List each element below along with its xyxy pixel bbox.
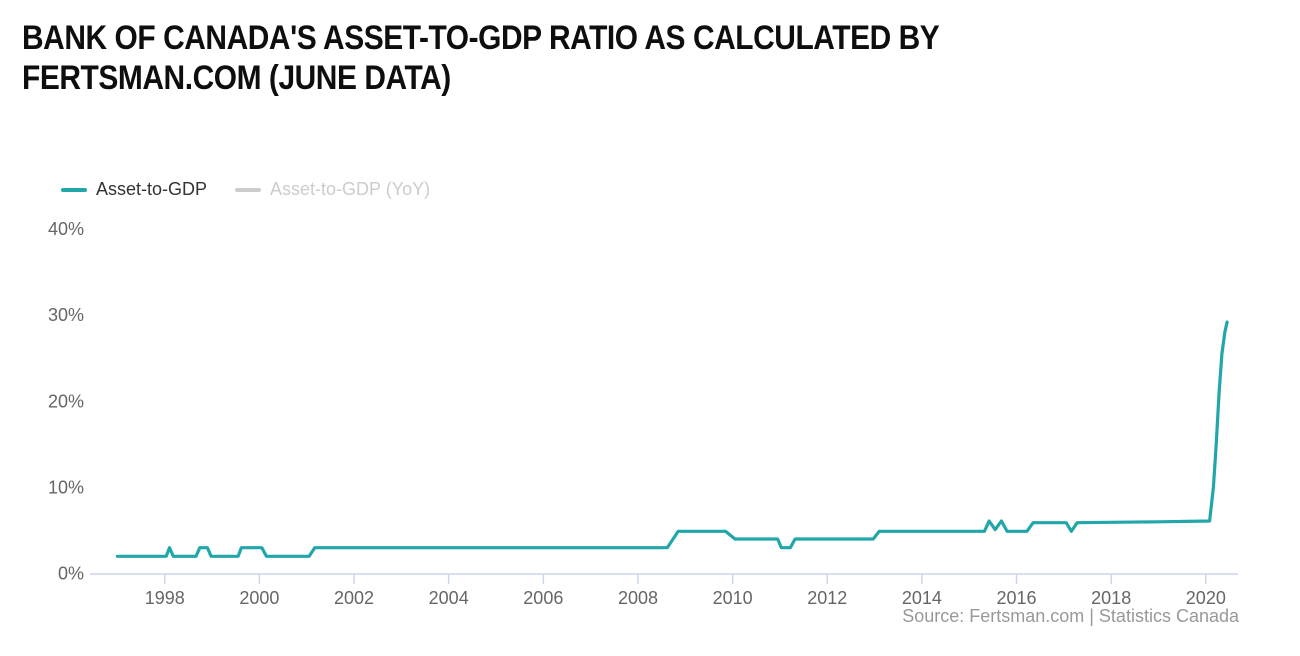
legend: Asset-to-GDP Asset-to-GDP (YoY) <box>61 179 430 200</box>
x-tick-label: 2000 <box>239 588 279 608</box>
y-tick-label: 20% <box>48 391 84 411</box>
y-tick-label: 40% <box>48 219 84 239</box>
x-tick-label: 2002 <box>334 588 374 608</box>
legend-label-asset-to-gdp: Asset-to-GDP <box>96 179 208 199</box>
y-tick-label: 10% <box>48 477 84 497</box>
series-line-asset-to-gdp <box>115 320 1229 558</box>
chart-title: BANK OF CANADA'S ASSET-TO-GDP RATIO AS C… <box>22 18 940 98</box>
x-tick-label: 2010 <box>713 588 753 608</box>
legend-item-asset-to-gdp-yoy[interactable]: Asset-to-GDP (YoY) <box>235 179 430 200</box>
x-tick-label: 2016 <box>997 588 1037 608</box>
series-line-swatch-icon <box>235 187 262 192</box>
y-tick-label: 30% <box>48 305 84 325</box>
y-tick-label: 0% <box>58 564 84 584</box>
x-tick-label: 2004 <box>429 588 469 608</box>
x-tick-label: 2012 <box>807 588 847 608</box>
source-credit: Source: Fertsman.com | Statistics Canada <box>902 606 1239 626</box>
x-tick-label: 2006 <box>523 588 563 608</box>
legend-label-asset-to-gdp-yoy: Asset-to-GDP (YoY) <box>270 179 431 199</box>
x-tick-label: 2018 <box>1091 588 1131 608</box>
x-tick-label: 2008 <box>618 588 658 608</box>
chart-title-line2: FERTSMAN.COM (JUNE DATA) <box>22 59 451 97</box>
chart-title-line1: BANK OF CANADA'S ASSET-TO-GDP RATIO AS C… <box>22 19 940 57</box>
x-tick-label: 1998 <box>145 588 185 608</box>
legend-item-asset-to-gdp[interactable]: Asset-to-GDP <box>61 179 207 200</box>
x-tick-label: 2020 <box>1186 588 1226 608</box>
x-tick-label: 2014 <box>902 588 942 608</box>
series-line-swatch-icon <box>61 187 87 192</box>
